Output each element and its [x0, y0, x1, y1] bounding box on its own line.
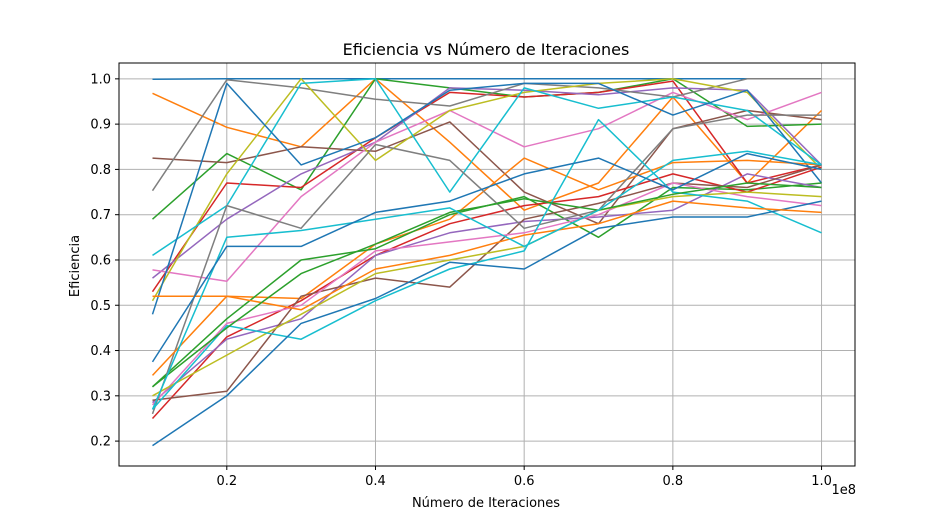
series-line-5 — [152, 87, 823, 279]
x-tick-label: 0.4 — [365, 474, 386, 489]
series-lines — [151, 78, 823, 447]
y-tick-label: 0.3 — [90, 389, 111, 404]
series-line-1 — [152, 78, 822, 81]
x-tick-label: 0.2 — [216, 474, 237, 489]
series-line-18 — [151, 114, 822, 415]
series-line-14 — [151, 166, 822, 420]
series-line-17 — [151, 182, 822, 406]
y-tick-label: 0.8 — [90, 163, 111, 178]
x-axis-offset-label: 1e8 — [831, 483, 856, 498]
series-line-23 — [152, 182, 822, 388]
y-tick-label: 0.4 — [90, 344, 111, 359]
x-tick-label: 0.6 — [514, 474, 535, 489]
y-tick-label: 0.5 — [90, 299, 111, 314]
x-tick-label: 1.0 — [811, 474, 832, 489]
series-line-22 — [151, 200, 822, 376]
series-line-9 — [151, 78, 823, 302]
series-line-21 — [152, 200, 822, 447]
plot-frame — [118, 62, 856, 467]
series-line-12 — [152, 157, 822, 300]
series-line-20 — [151, 118, 822, 410]
chart-title: Eficiencia vs Número de Iteraciones — [343, 40, 630, 59]
series-line-7 — [152, 91, 822, 283]
y-tick-label: 0.6 — [90, 253, 111, 268]
series-line-2 — [152, 78, 823, 211]
axis-ticks: 0.2 0.4 0.6 0.8 1.0 0.2 0.3 0.4 0.5 0.6 0.7 0.8 0.9 1… — [90, 72, 832, 489]
y-tick-label: 0.9 — [90, 118, 111, 133]
x-tick-label: 0.8 — [663, 474, 684, 489]
series-line-24 — [151, 150, 822, 410]
x-axis-label: Número de Iteraciones — [412, 496, 560, 511]
y-tick-label: 0.7 — [90, 208, 111, 223]
y-axis-label: Eficiencia — [68, 235, 83, 297]
series-line-11 — [151, 82, 823, 315]
series-line-8 — [151, 78, 822, 192]
y-tick-label: 1.0 — [90, 72, 111, 87]
y-tick-label: 0.2 — [90, 435, 111, 450]
series-line-19 — [152, 191, 822, 397]
series-line-6 — [152, 109, 822, 225]
series-line-25 — [151, 152, 822, 363]
series-line-10 — [152, 78, 822, 257]
